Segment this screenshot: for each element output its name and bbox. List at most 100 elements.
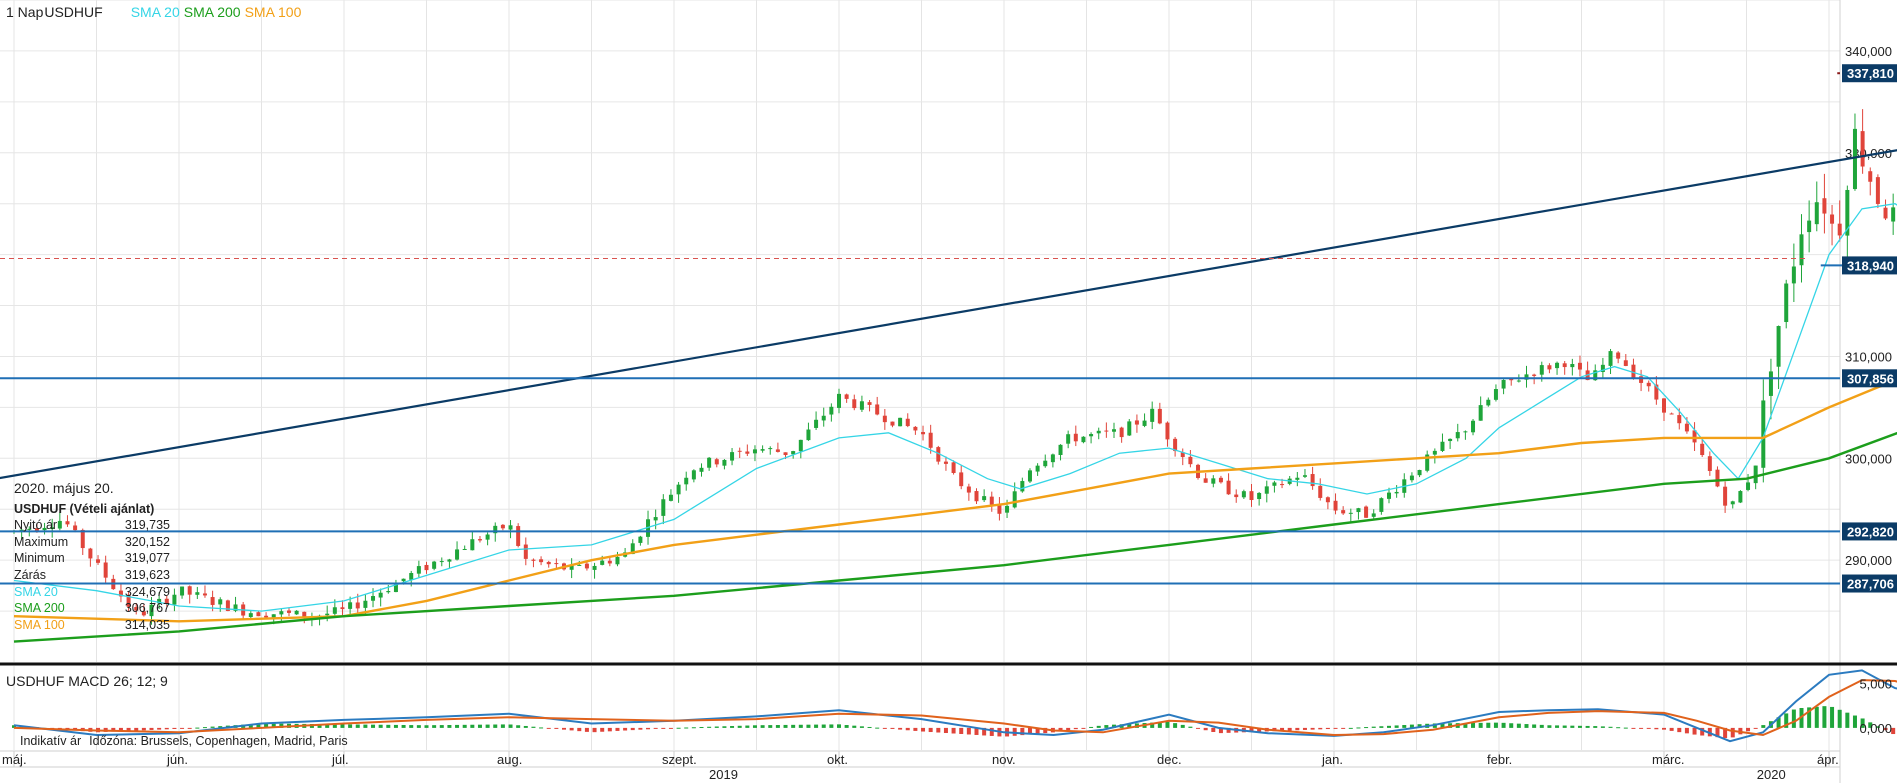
macd-bar xyxy=(409,725,414,728)
candle-body xyxy=(1852,128,1857,190)
candle-body xyxy=(1837,223,1842,236)
macd-bar xyxy=(867,726,872,728)
candle-body xyxy=(1509,378,1514,381)
candle-body xyxy=(1478,405,1483,421)
macd-bar xyxy=(1104,725,1109,728)
candle-body xyxy=(615,556,620,565)
candle-body xyxy=(103,562,108,578)
info-row-high: Maximum 320,152 xyxy=(14,534,170,551)
legend-sma100[interactable]: SMA 100 xyxy=(244,4,302,20)
candle-body xyxy=(202,593,207,596)
macd-bar xyxy=(707,726,712,728)
candle-body xyxy=(57,520,62,529)
candle-body xyxy=(638,536,643,543)
interval-label[interactable]: 1 Nap xyxy=(6,4,44,20)
legend-sma200[interactable]: SMA 200 xyxy=(183,4,241,20)
macd-bar xyxy=(546,727,551,729)
macd-bar xyxy=(814,724,819,728)
macd-bar xyxy=(554,727,559,729)
candle-body xyxy=(1203,478,1208,483)
candle-body xyxy=(707,457,712,468)
macd-bar xyxy=(1394,725,1399,728)
legend-sma20[interactable]: SMA 20 xyxy=(130,4,180,20)
macd-bar xyxy=(401,724,406,728)
info-value: 306,767 xyxy=(124,601,170,616)
x-tick-label: dec. xyxy=(1157,752,1182,767)
candle-body xyxy=(516,526,521,546)
candle-body xyxy=(1035,465,1040,472)
macd-bar xyxy=(1669,727,1674,731)
candle-body xyxy=(302,611,307,618)
info-value: 319,077 xyxy=(124,551,170,566)
macd-bar xyxy=(615,727,620,731)
candle-body xyxy=(600,560,605,565)
candle-body xyxy=(1547,365,1552,370)
macd-bar xyxy=(630,727,635,731)
candle-body xyxy=(1211,478,1216,484)
candle-body xyxy=(1417,469,1422,476)
macd-bar xyxy=(1150,722,1155,728)
candle-body xyxy=(1173,438,1178,452)
macd-bar xyxy=(1837,709,1842,728)
symbol-label[interactable]: USDHUF xyxy=(44,4,103,20)
macd-bar xyxy=(500,724,505,728)
candle-body xyxy=(1822,198,1827,214)
year-label: 2019 xyxy=(709,767,738,782)
macd-bar xyxy=(1776,717,1781,728)
candle-body xyxy=(1142,420,1147,426)
macd-bar xyxy=(737,725,742,728)
info-row-open: Nyitó ár 319,735 xyxy=(14,517,170,534)
macd-bar xyxy=(577,727,582,732)
macd-bar xyxy=(974,727,979,735)
macd-bar xyxy=(1249,727,1254,733)
macd-bar xyxy=(798,724,803,728)
candle-body xyxy=(1432,450,1437,455)
candle-body xyxy=(1692,430,1697,443)
candle-body xyxy=(134,607,139,611)
macd-bar xyxy=(1608,726,1613,728)
year-label: 2020 xyxy=(1757,767,1786,782)
candle-body xyxy=(1463,431,1468,433)
candle-body xyxy=(248,613,253,617)
macd-bar xyxy=(317,724,322,728)
candle-body xyxy=(1455,432,1460,439)
macd-bar xyxy=(1302,727,1307,730)
macd-bar xyxy=(340,724,345,728)
macd-bar xyxy=(157,727,162,730)
candle-body xyxy=(256,612,261,617)
x-tick-label: okt. xyxy=(827,752,848,767)
candle-body xyxy=(714,459,719,465)
macd-bar xyxy=(684,727,689,729)
candle-body xyxy=(195,592,200,595)
x-tick-label: márc. xyxy=(1652,752,1685,767)
candle-body xyxy=(210,597,215,605)
candle-body xyxy=(1860,131,1865,167)
candle-body xyxy=(1249,491,1254,501)
macd-bar xyxy=(1226,727,1231,733)
candle-body xyxy=(187,586,192,595)
candle-body xyxy=(867,402,872,405)
macd-bar xyxy=(1616,727,1621,729)
candle-body xyxy=(859,401,864,410)
macd-bar xyxy=(485,724,490,728)
macd-bar xyxy=(477,724,482,728)
macd-bar xyxy=(172,727,177,729)
macd-bar xyxy=(1371,726,1376,728)
candle-body xyxy=(508,525,513,530)
macd-bar xyxy=(164,727,169,730)
macd-bar xyxy=(928,727,933,733)
candle-body xyxy=(1570,364,1575,368)
macd-bar xyxy=(1723,727,1728,738)
macd-bar xyxy=(676,727,681,729)
candle-body xyxy=(19,529,24,532)
candle-body xyxy=(1669,413,1674,415)
candle-body xyxy=(172,594,177,605)
candle-body xyxy=(1707,456,1712,471)
candle-body xyxy=(1471,420,1476,433)
candle-body xyxy=(65,521,70,525)
info-row-close: Zárás 319,623 xyxy=(14,567,170,584)
macd-bar xyxy=(966,727,971,735)
candle-body xyxy=(348,602,353,609)
macd-bar xyxy=(111,727,116,732)
macd-bar xyxy=(668,727,673,729)
